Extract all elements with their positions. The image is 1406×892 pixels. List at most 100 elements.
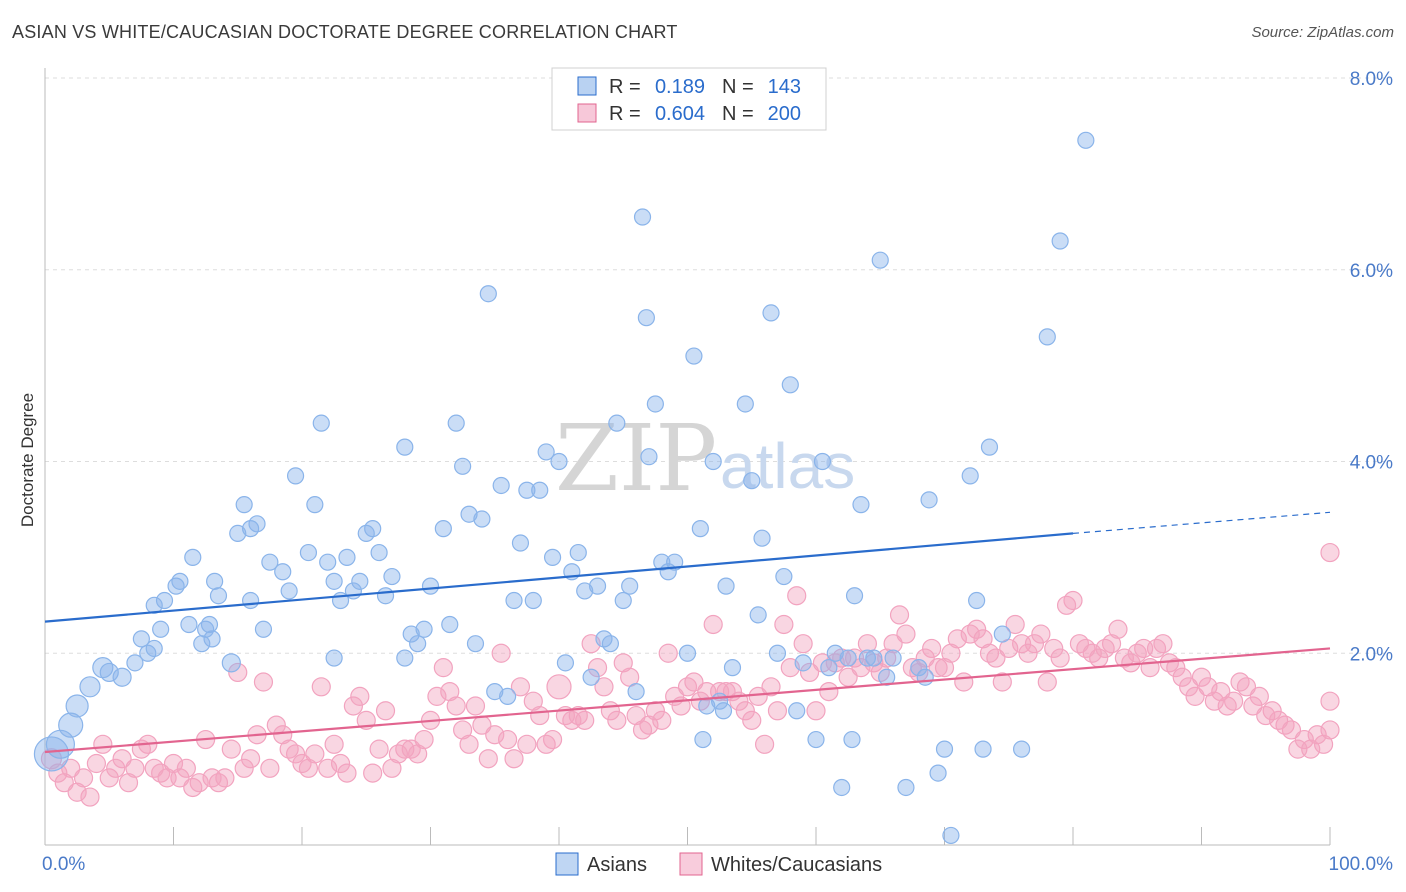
asian-point-56 xyxy=(421,577,440,595)
asian-point-25 xyxy=(221,653,241,673)
asian-point-132 xyxy=(920,491,938,509)
white-point-166 xyxy=(1108,619,1128,639)
y-tick-label-1: 4.0% xyxy=(1350,453,1393,474)
asian-point-92 xyxy=(653,553,671,571)
white-point-181 xyxy=(1204,691,1224,711)
asian-point-73 xyxy=(537,443,555,461)
asian-point-90 xyxy=(640,448,658,466)
y-tick-label-0: 2.0% xyxy=(1350,644,1393,665)
asian-point-108 xyxy=(753,529,771,547)
gridlines xyxy=(45,77,1390,654)
white-point-199 xyxy=(1320,720,1340,740)
white-point-89 xyxy=(613,653,633,673)
asian-point-115 xyxy=(807,730,825,749)
white-point-85 xyxy=(587,658,608,678)
asian-point-117 xyxy=(820,659,838,677)
white-point-112 xyxy=(761,677,781,697)
stats-legend: R = 0.189 N = 143 R = 0.604 N = 200 xyxy=(551,67,827,131)
white-point-75 xyxy=(523,691,543,711)
data-points xyxy=(33,131,1340,845)
stats-n-label-0: N = xyxy=(722,76,754,98)
asian-point-37 xyxy=(306,496,324,514)
white-point-118 xyxy=(799,662,820,683)
white-point-58 xyxy=(414,729,434,750)
white-point-111 xyxy=(754,734,775,754)
asian-point-32 xyxy=(254,620,273,638)
white-point-117 xyxy=(793,634,813,654)
series-legend: Asians Whites/Caucasians xyxy=(555,852,882,876)
asian-point-61 xyxy=(460,505,478,523)
asian-point-4 xyxy=(79,676,101,698)
asian-point-88 xyxy=(633,208,652,226)
asian-point-67 xyxy=(499,687,517,705)
x-tick-label-0: 0.0% xyxy=(42,854,85,875)
white-point-144 xyxy=(967,619,987,639)
asian-point-124 xyxy=(858,649,877,667)
white-point-4 xyxy=(67,782,87,802)
asian-point-49 xyxy=(383,567,401,586)
white-point-38 xyxy=(285,744,306,764)
white-point-195 xyxy=(1294,729,1314,750)
asian-point-36 xyxy=(299,543,318,562)
asian-point-114 xyxy=(794,654,812,672)
asian-point-44 xyxy=(351,572,369,590)
stats-r-label-0: R = xyxy=(609,76,641,98)
asian-point-135 xyxy=(942,826,960,845)
white-point-88 xyxy=(607,710,627,730)
white-point-40 xyxy=(298,758,319,778)
asian-point-105 xyxy=(736,395,754,413)
asian-point-68 xyxy=(505,591,523,610)
white-point-138 xyxy=(928,658,948,678)
trend-lines xyxy=(44,511,1331,754)
asian-point-120 xyxy=(839,649,857,667)
asian-point-8 xyxy=(126,654,144,672)
asian-point-79 xyxy=(576,582,594,600)
white-point-29 xyxy=(228,662,248,683)
y-tick-labels: 2.0% 4.0% 6.0% 8.0% xyxy=(1350,69,1393,665)
asian-point-141 xyxy=(1012,740,1031,758)
y-tick-label-3: 8.0% xyxy=(1350,69,1393,90)
watermark-zip: ZIP xyxy=(555,405,717,512)
asian-point-123 xyxy=(852,496,870,514)
white-point-114 xyxy=(774,614,794,635)
asian-point-76 xyxy=(556,654,575,672)
asian-point-107 xyxy=(749,606,767,624)
asian-point-125 xyxy=(865,649,883,667)
white-point-34 xyxy=(260,758,280,778)
asian-point-12 xyxy=(152,620,170,638)
white-point-57 xyxy=(408,744,428,764)
asian-point-95 xyxy=(678,644,697,662)
asian-point-26 xyxy=(229,524,247,543)
white-point-7 xyxy=(86,753,107,774)
asian-trend-line xyxy=(44,532,1074,623)
x-tick-labels: 0.0% 100.0% xyxy=(42,854,1393,875)
white-point-2 xyxy=(54,773,74,793)
asian-point-58 xyxy=(441,615,459,634)
stats-r-value-1: 0.604 xyxy=(655,103,705,125)
asian-point-55 xyxy=(415,620,433,638)
asian-point-65 xyxy=(486,682,504,701)
legend-swatch-1 xyxy=(679,852,703,876)
asian-point-72 xyxy=(531,481,549,499)
white-point-140 xyxy=(941,643,961,663)
asian-point-70 xyxy=(518,481,536,499)
white-point-176 xyxy=(1172,667,1192,687)
white-point-86 xyxy=(594,677,614,697)
asian-point-91 xyxy=(646,395,664,413)
asian-point-78 xyxy=(569,543,587,562)
white-point-187 xyxy=(1243,696,1263,716)
asian-point-39 xyxy=(319,553,337,571)
white-point-95 xyxy=(652,710,672,730)
asian-point-48 xyxy=(376,587,395,605)
asian-point-57 xyxy=(434,520,452,538)
white-point-193 xyxy=(1281,720,1302,740)
white-trend-line xyxy=(44,647,1331,754)
white-point-165 xyxy=(1101,634,1122,654)
asian-point-131 xyxy=(916,668,934,686)
legend-swatch-0 xyxy=(555,852,579,876)
asian-point-110 xyxy=(768,644,787,662)
asian-point-113 xyxy=(788,702,806,720)
white-point-121 xyxy=(819,681,839,702)
asian-point-121 xyxy=(843,730,861,749)
